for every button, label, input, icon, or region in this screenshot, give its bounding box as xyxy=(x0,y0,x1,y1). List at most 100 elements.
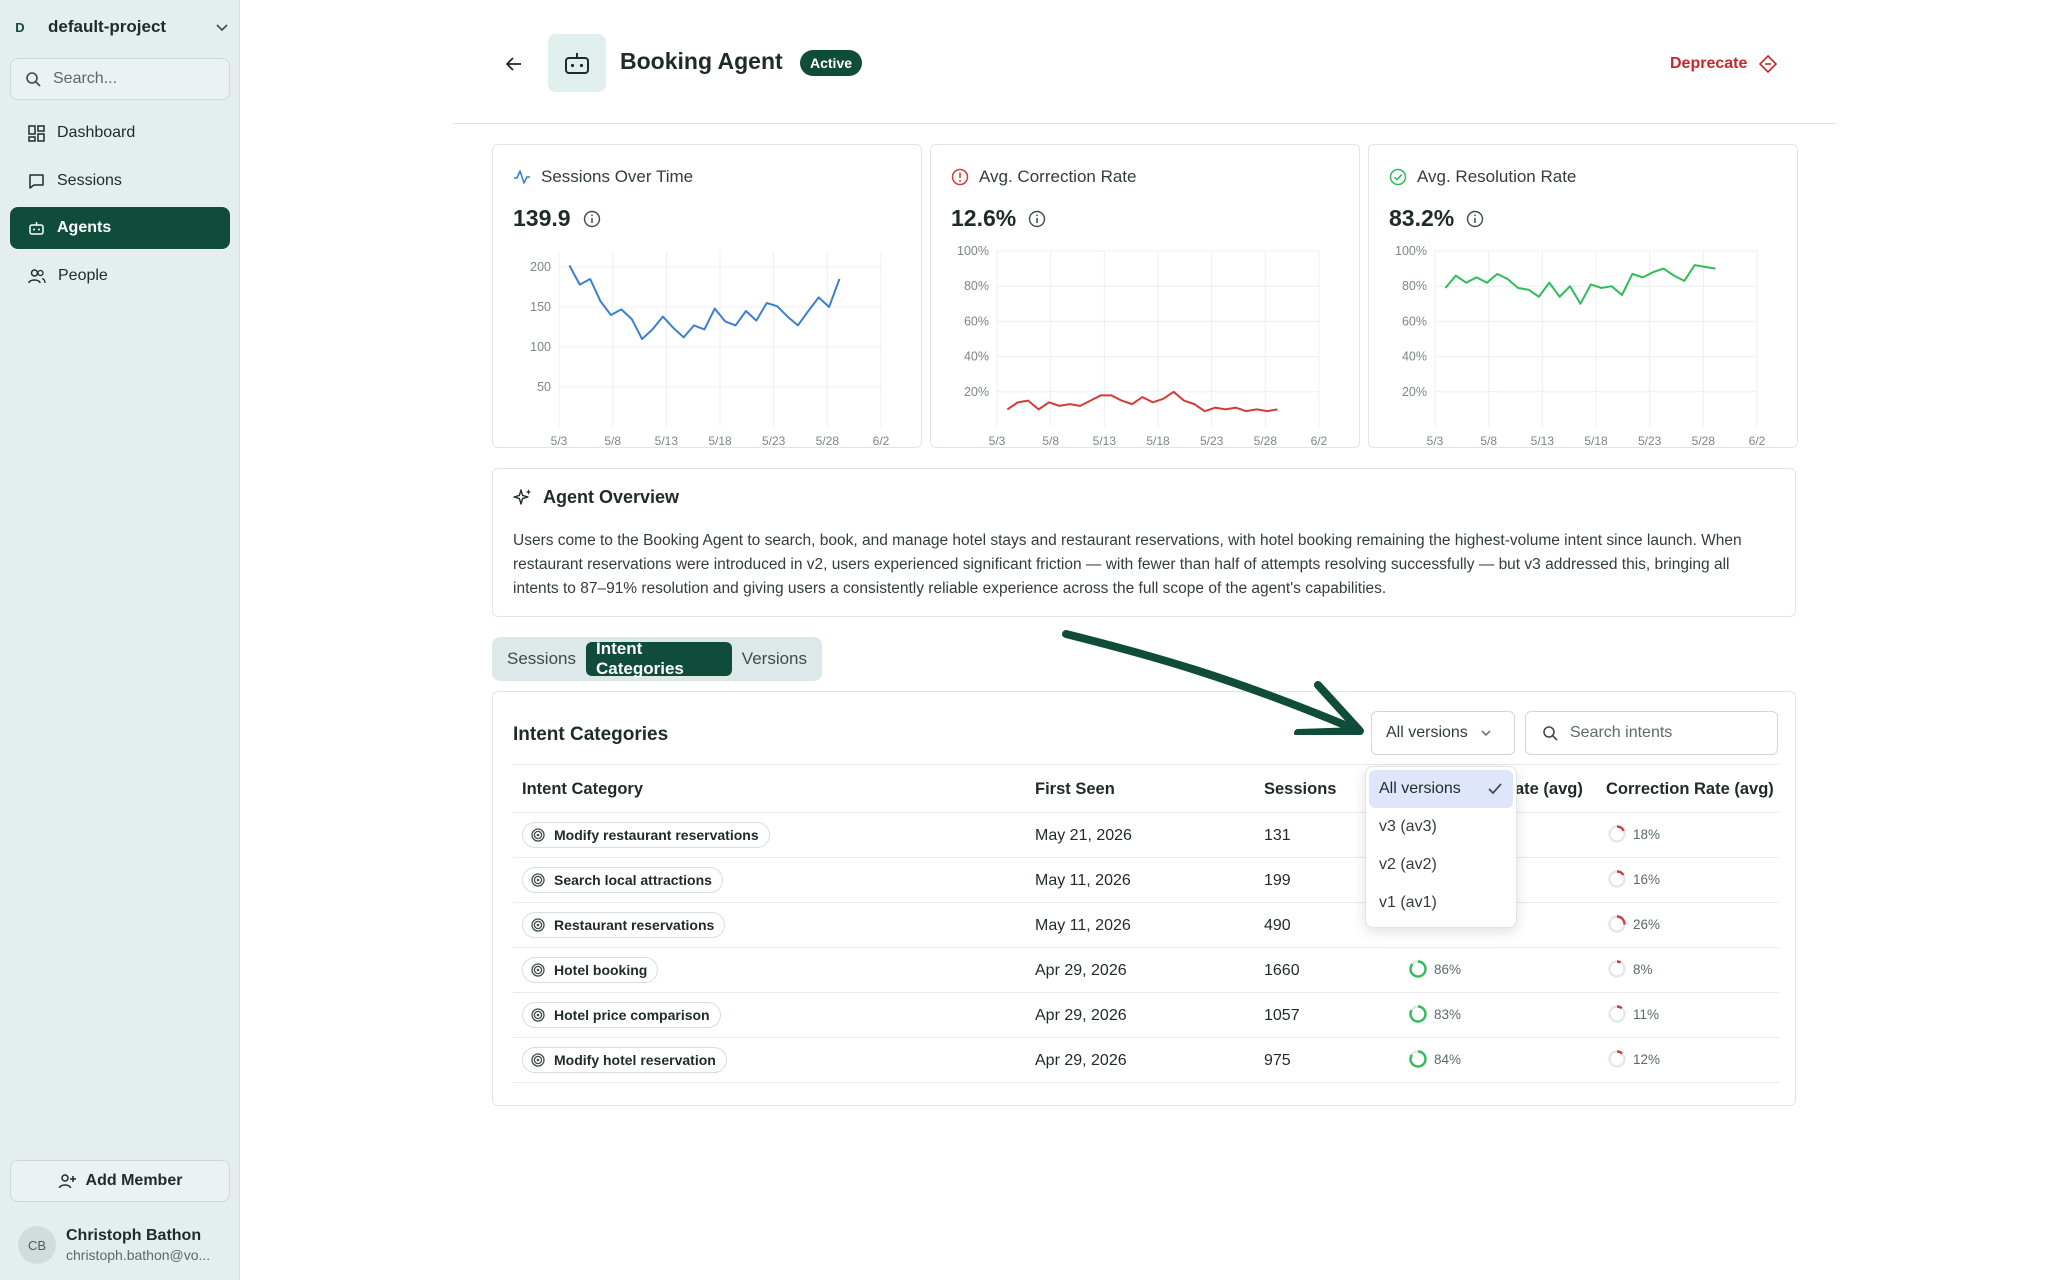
user-text: Christoph Bathon christoph.bathon@vo... xyxy=(66,1227,210,1263)
column-header-intent[interactable]: Intent Category xyxy=(522,780,644,798)
tab-sessions[interactable]: Sessions xyxy=(507,649,576,668)
version-option-v3[interactable]: v3 (av3) xyxy=(1369,808,1513,846)
project-switcher[interactable]: D default-project xyxy=(10,12,232,42)
project-initial: D xyxy=(15,19,25,35)
sidebar-item-people[interactable]: People xyxy=(10,255,230,297)
table-row[interactable]: Modify hotel reservation Apr 29, 2026 975 8… xyxy=(513,1038,1779,1083)
resolution-value: 83% xyxy=(1434,1006,1462,1022)
series-line xyxy=(1006,390,1278,413)
user-name: Christoph Bathon xyxy=(66,1227,202,1244)
diamond-icon xyxy=(1759,55,1778,73)
x-tick-label: 5/8 xyxy=(1480,434,1497,445)
y-tick-label: 40% xyxy=(964,350,989,364)
metric-label: Sessions Over Time xyxy=(541,167,694,186)
sessions-chart: 5/3 5/8 5/13 5/18 5/23 5/28 6/2 200 150 100 50 xyxy=(530,251,890,445)
series-line xyxy=(1444,264,1716,305)
table-row[interactable]: Hotel booking Apr 29, 2026 1660 86% 8% xyxy=(513,948,1779,993)
x-tick-label: 5/3 xyxy=(1427,434,1444,445)
intent-search-placeholder: Search intents xyxy=(1570,724,1673,741)
sessions-cell: 1660 xyxy=(1264,962,1300,979)
table-row[interactable]: Restaurant reservations May 11, 2026 490 26… xyxy=(513,903,1779,948)
intent-name: Hotel booking xyxy=(554,962,648,978)
y-tick-label: 60% xyxy=(964,314,989,328)
back-button[interactable] xyxy=(500,50,528,78)
series-line xyxy=(568,264,841,340)
annotation-arrow xyxy=(1062,630,1364,735)
user-profile[interactable]: CB Christoph Bathon christoph.bathon@vo.… xyxy=(18,1222,233,1268)
sidebar-search-input[interactable]: Search... xyxy=(10,58,230,100)
x-tick-label: 5/3 xyxy=(551,434,568,445)
correction-value: 8% xyxy=(1633,961,1653,977)
header-divider xyxy=(453,123,1837,124)
metric-value: 83.2% xyxy=(1389,205,1455,231)
intent-search-input[interactable]: Search intents xyxy=(1525,711,1778,755)
deprecate-button[interactable]: Deprecate xyxy=(1670,50,1778,78)
x-tick-label: 5/23 xyxy=(762,434,786,445)
correction-ring xyxy=(1608,915,1626,933)
y-tick-label: 80% xyxy=(964,279,989,293)
table-row[interactable]: Hotel price comparison Apr 29, 2026 1057 83… xyxy=(513,993,1779,1038)
sidebar-item-agents[interactable]: Agents xyxy=(10,207,230,249)
correction-cell: 12% xyxy=(1607,1049,1660,1069)
intent-name: Modify restaurant reservations xyxy=(554,827,759,843)
avatar: CB xyxy=(18,1226,56,1264)
first-seen-cell: May 11, 2026 xyxy=(1035,872,1131,889)
add-member-button[interactable]: Add Member xyxy=(10,1160,230,1202)
x-tick-label: 5/13 xyxy=(1093,434,1117,445)
x-tick-label: 5/23 xyxy=(1638,434,1662,445)
x-tick-label: 5/28 xyxy=(1254,434,1278,445)
info-icon[interactable] xyxy=(1466,210,1484,228)
x-tick-label: 5/8 xyxy=(1042,434,1059,445)
first-seen-cell: Apr 29, 2026 xyxy=(1035,1007,1127,1024)
x-tick-label: 6/2 xyxy=(873,434,890,445)
y-tick-label: 40% xyxy=(1402,350,1427,364)
sessions-cell: 199 xyxy=(1264,872,1291,889)
x-tick-label: 5/13 xyxy=(1531,434,1555,445)
y-tick-label: 80% xyxy=(1402,279,1427,293)
metric-header: Avg. Correction Rate xyxy=(951,167,1136,187)
table-row[interactable]: Modify restaurant reservations May 21, 20… xyxy=(513,813,1779,858)
table-divider xyxy=(513,764,1779,765)
metric-header: Avg. Resolution Rate xyxy=(1389,167,1576,187)
sessions-cell: 1057 xyxy=(1264,1007,1300,1024)
check-icon xyxy=(1487,782,1503,796)
x-tick-label: 5/18 xyxy=(708,434,732,445)
sidebar-item-sessions[interactable]: Sessions xyxy=(10,160,230,202)
x-tick-label: 6/2 xyxy=(1749,434,1766,445)
info-icon[interactable] xyxy=(1028,210,1046,228)
tab-versions[interactable]: Versions xyxy=(741,649,807,668)
chevron-down-icon xyxy=(1480,727,1492,739)
overview-text: Users come to the Booking Agent to searc… xyxy=(513,532,1742,597)
correction-cell: 18% xyxy=(1607,824,1660,844)
resolution-cell: 84% xyxy=(1408,1049,1461,1069)
y-tick-label: 60% xyxy=(1402,314,1427,328)
sidebar-search-placeholder: Search... xyxy=(53,70,118,87)
table-divider xyxy=(513,812,1779,813)
version-select[interactable]: All versions xyxy=(1371,711,1515,755)
resolution-value: 84% xyxy=(1434,1051,1462,1067)
first-seen-cell: May 11, 2026 xyxy=(1035,917,1131,934)
column-header-first-seen[interactable]: First Seen xyxy=(1035,780,1115,798)
table-row[interactable]: Search local attractions May 11, 2026 199 1… xyxy=(513,858,1779,903)
agent-avatar xyxy=(548,34,606,92)
option-label: v2 (av2) xyxy=(1379,856,1437,873)
add-member-label: Add Member xyxy=(85,1172,183,1189)
sidebar-item-dashboard[interactable]: Dashboard xyxy=(10,112,230,154)
info-icon[interactable] xyxy=(583,210,601,228)
version-option-v1[interactable]: v1 (av1) xyxy=(1369,884,1513,922)
version-select-value: All versions xyxy=(1386,724,1468,741)
version-option-v2[interactable]: v2 (av2) xyxy=(1369,846,1513,884)
search-icon xyxy=(25,71,41,87)
option-label: v1 (av1) xyxy=(1379,894,1437,911)
version-option-all[interactable]: All versions xyxy=(1369,770,1513,808)
version-dropdown-menu: All versions v3 (av3) v2 (av2) v1 (av1) xyxy=(1365,766,1517,928)
target-icon xyxy=(531,918,545,932)
sparkles-icon xyxy=(513,488,533,508)
column-header-sessions[interactable]: Sessions xyxy=(1264,780,1337,798)
column-header-resolution[interactable]: ate (avg) xyxy=(1515,780,1583,798)
sidebar-item-label: Sessions xyxy=(57,172,122,189)
metric-value-row: 12.6% xyxy=(951,205,1046,232)
column-header-correction[interactable]: Correction Rate (avg) xyxy=(1606,780,1774,798)
y-tick-label: 50 xyxy=(537,380,551,394)
tab-intent-categories[interactable]: Intent Categories xyxy=(585,639,732,678)
